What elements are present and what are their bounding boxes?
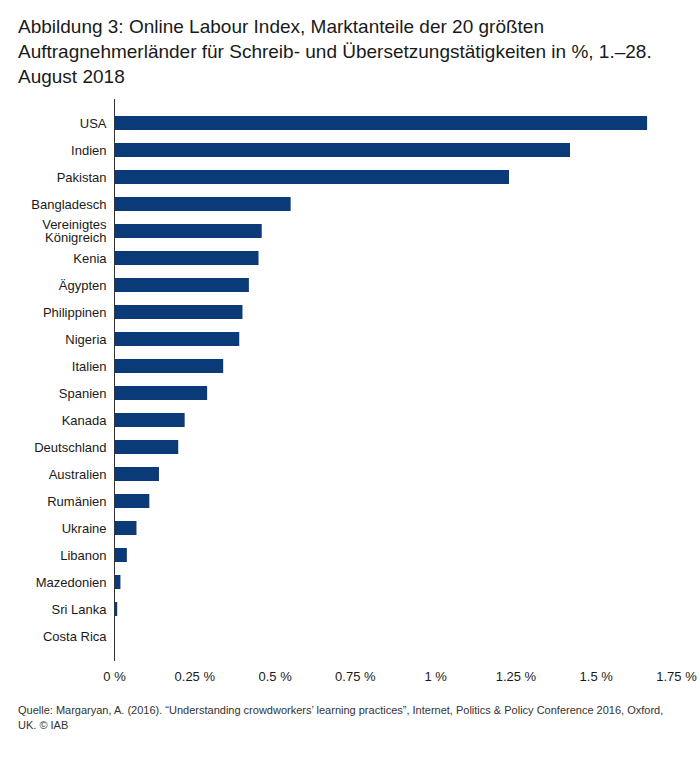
- svg-text:Spanien: Spanien: [59, 386, 107, 401]
- svg-text:0.75 %: 0.75 %: [335, 669, 376, 684]
- svg-text:1.75 %: 1.75 %: [656, 669, 697, 684]
- svg-text:Nigeria: Nigeria: [65, 332, 107, 347]
- svg-text:0.5 %: 0.5 %: [258, 669, 292, 684]
- svg-text:1.5 %: 1.5 %: [580, 669, 614, 684]
- html-text:Abbildung 3: Online Labour Ind: Abbildung 3: Online Labour Index, Markta…: [18, 16, 652, 87]
- svg-text:Costa Rica: Costa Rica: [43, 629, 107, 644]
- svg-text:Ukraine: Ukraine: [62, 521, 107, 536]
- svg-text:0 %: 0 %: [103, 669, 126, 684]
- svg-text:Italien: Italien: [72, 359, 107, 374]
- svg-text:Kenia: Kenia: [73, 251, 107, 266]
- svg-text:Ägypten: Ägypten: [59, 278, 107, 293]
- svg-text:Deutschland: Deutschland: [34, 440, 106, 455]
- svg-text:Australien: Australien: [49, 467, 107, 482]
- svg-text:Bangladesch: Bangladesch: [31, 197, 106, 212]
- svg-text:Mazedonien: Mazedonien: [36, 575, 107, 590]
- svg-text:Kanada: Kanada: [62, 413, 108, 428]
- svg-text:Libanon: Libanon: [60, 548, 106, 563]
- svg-text:Indien: Indien: [71, 143, 106, 158]
- svg-text:VereinigtesKönigreich: VereinigtesKönigreich: [42, 217, 107, 245]
- svg-text:Philippinen: Philippinen: [43, 305, 107, 320]
- svg-text:1.25 %: 1.25 %: [496, 669, 537, 684]
- svg-text:1 %: 1 %: [424, 669, 447, 684]
- svg-text:Pakistan: Pakistan: [57, 170, 107, 185]
- svg-text:Rumänien: Rumänien: [47, 494, 106, 509]
- html-text:Quelle: Margaryan, A. (2016).: Quelle: Margaryan, A. (2016). “Understan…: [18, 704, 664, 731]
- svg-text:USA: USA: [80, 116, 107, 131]
- svg-text:0.25 %: 0.25 %: [175, 669, 216, 684]
- svg-text:Sri Lanka: Sri Lanka: [52, 602, 108, 617]
